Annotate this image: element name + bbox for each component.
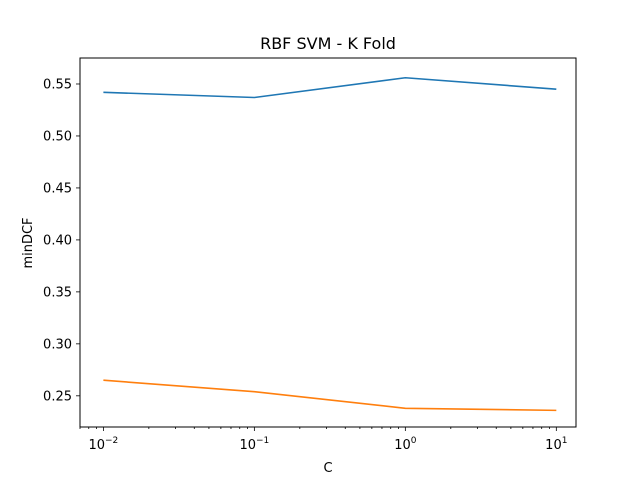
series-line-1 (103, 76, 557, 99)
y-tick-label: 0.45 (43, 181, 72, 196)
y-tick-label: 0.30 (43, 337, 72, 352)
x-tick-label: 100 (394, 436, 417, 453)
y-tick-label: 0.55 (43, 77, 72, 92)
x-tick-label: 10−2 (88, 436, 118, 453)
plot-area: 10−2 10−1 100 101 0.25 0.30 0.35 0.40 0.45 0.50 0.… (43, 57, 577, 453)
plot-frame (79, 57, 577, 428)
x-axis-label: C (323, 461, 332, 476)
y-tick-label: 0.35 (43, 285, 72, 300)
y-tick-label: 0.50 (43, 129, 72, 144)
x-tick-label: 101 (545, 436, 567, 453)
y-tick-label: 0.25 (43, 389, 72, 404)
x-tick-label: 10−1 (239, 436, 269, 453)
chart-title: RBF SVM - K Fold (260, 34, 396, 53)
series-line-2 (103, 379, 557, 412)
y-tick-label: 0.40 (43, 233, 72, 248)
y-axis-label: minDCF (21, 217, 36, 268)
